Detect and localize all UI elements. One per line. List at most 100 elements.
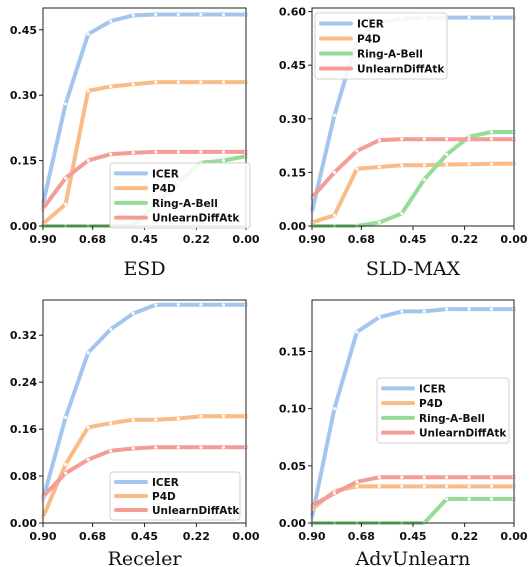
data-point [400, 485, 403, 488]
y-tick-label: 0.24 [10, 376, 37, 389]
y-tick-label: 0.60 [279, 6, 306, 19]
data-point [445, 485, 448, 488]
data-point [400, 476, 403, 479]
legend-label: UnlearnDiffAtk [419, 428, 507, 440]
data-point [64, 472, 67, 475]
data-point [87, 33, 90, 36]
x-tick-label: 0.45 [131, 233, 158, 246]
legend-label: Ring-A-Bell [419, 413, 485, 425]
data-point [490, 497, 493, 500]
data-point [109, 328, 112, 331]
data-point [87, 426, 90, 429]
data-point [132, 312, 135, 315]
data-point [199, 415, 202, 418]
data-point [333, 114, 336, 117]
data-point [445, 163, 448, 166]
chart-title: AdvUnlearn [355, 548, 471, 567]
y-tick-label: 0.30 [10, 89, 37, 102]
y-tick-label: 0.10 [279, 403, 306, 416]
data-point [468, 476, 471, 479]
data-point [177, 417, 180, 420]
data-point [199, 303, 202, 306]
data-point [132, 14, 135, 17]
data-point [154, 81, 157, 84]
y-tick-label: 0.00 [10, 220, 37, 233]
data-point [333, 214, 336, 217]
y-tick-label: 0.32 [10, 329, 37, 342]
data-point [177, 303, 180, 306]
series-line-ring-a-bell [312, 132, 514, 226]
chart-panel-2: 0.00 0.08 0.16 0.24 0.32 0.90 0.68 0.45 0.22 0.00… [10, 300, 260, 567]
data-point [222, 159, 225, 162]
x-tick-label: 0.22 [451, 530, 478, 543]
data-point [445, 308, 448, 311]
series-line-unlearndiffatk [312, 139, 514, 197]
data-point [64, 416, 67, 419]
data-point [445, 476, 448, 479]
legend: ICER P4D Ring-A-Bell UnlearnDiffAtk [377, 378, 509, 443]
x-tick-label: 0.90 [29, 233, 56, 246]
data-point [199, 13, 202, 16]
data-point [87, 458, 90, 461]
x-tick-label: 0.00 [500, 233, 527, 246]
data-point [132, 418, 135, 421]
x-tick-label: 0.22 [183, 530, 210, 543]
legend: ICER P4D Ring-A-Bell UnlearnDiffAtk [110, 163, 250, 228]
data-point [222, 415, 225, 418]
data-point [87, 89, 90, 92]
data-point [87, 351, 90, 354]
y-tick-label: 0.08 [10, 470, 37, 483]
legend-label: ICER [357, 19, 384, 31]
chart-panel-1: 0.000.150.300.450.600.90 0.68 0.45 0.22 0.00… [279, 6, 528, 280]
data-point [109, 85, 112, 88]
data-point [199, 81, 202, 84]
chart-panel-3: 0.000.050.100.150.90 0.68 0.45 0.22 0.00AdvU… [279, 300, 528, 567]
legend-label: ICER [152, 168, 179, 180]
data-point [400, 138, 403, 141]
data-point [423, 310, 426, 313]
y-tick-label: 0.05 [279, 460, 306, 473]
data-point [132, 151, 135, 154]
x-tick-label: 0.90 [298, 530, 325, 543]
data-point [222, 81, 225, 84]
series-line-ring-a-bell [312, 499, 514, 523]
data-point [423, 138, 426, 141]
x-tick-label: 0.45 [399, 530, 426, 543]
data-point [333, 171, 336, 174]
data-point [378, 139, 381, 142]
data-point [468, 497, 471, 500]
y-tick-label: 0.00 [10, 517, 37, 530]
data-point [423, 164, 426, 167]
data-point [154, 303, 157, 306]
data-point [355, 480, 358, 483]
x-tick-label: 0.45 [131, 530, 158, 543]
y-tick-label: 0.16 [10, 423, 37, 436]
y-tick-label: 0.45 [279, 59, 306, 72]
data-point [154, 13, 157, 16]
y-tick-label: 0.00 [279, 517, 306, 530]
data-point [400, 310, 403, 313]
data-point [445, 497, 448, 500]
x-tick-label: 0.90 [29, 530, 56, 543]
data-point [468, 138, 471, 141]
data-point [109, 449, 112, 452]
data-point [87, 159, 90, 162]
y-tick-label: 0.45 [10, 24, 37, 37]
data-point [423, 476, 426, 479]
y-tick-label: 0.00 [279, 220, 306, 233]
x-tick-label: 0.00 [500, 530, 527, 543]
data-point [490, 16, 493, 19]
data-point [355, 330, 358, 333]
data-point [490, 162, 493, 165]
data-point [177, 81, 180, 84]
chart-title: ESD [123, 258, 165, 280]
chart-title: SLD-MAX [366, 258, 461, 280]
data-point [64, 463, 67, 466]
data-point [132, 447, 135, 450]
legend-label: P4D [357, 34, 381, 46]
data-point [400, 164, 403, 167]
legend-label: UnlearnDiffAtk [357, 64, 445, 76]
data-point [468, 308, 471, 311]
data-point [445, 153, 448, 156]
data-point [222, 303, 225, 306]
